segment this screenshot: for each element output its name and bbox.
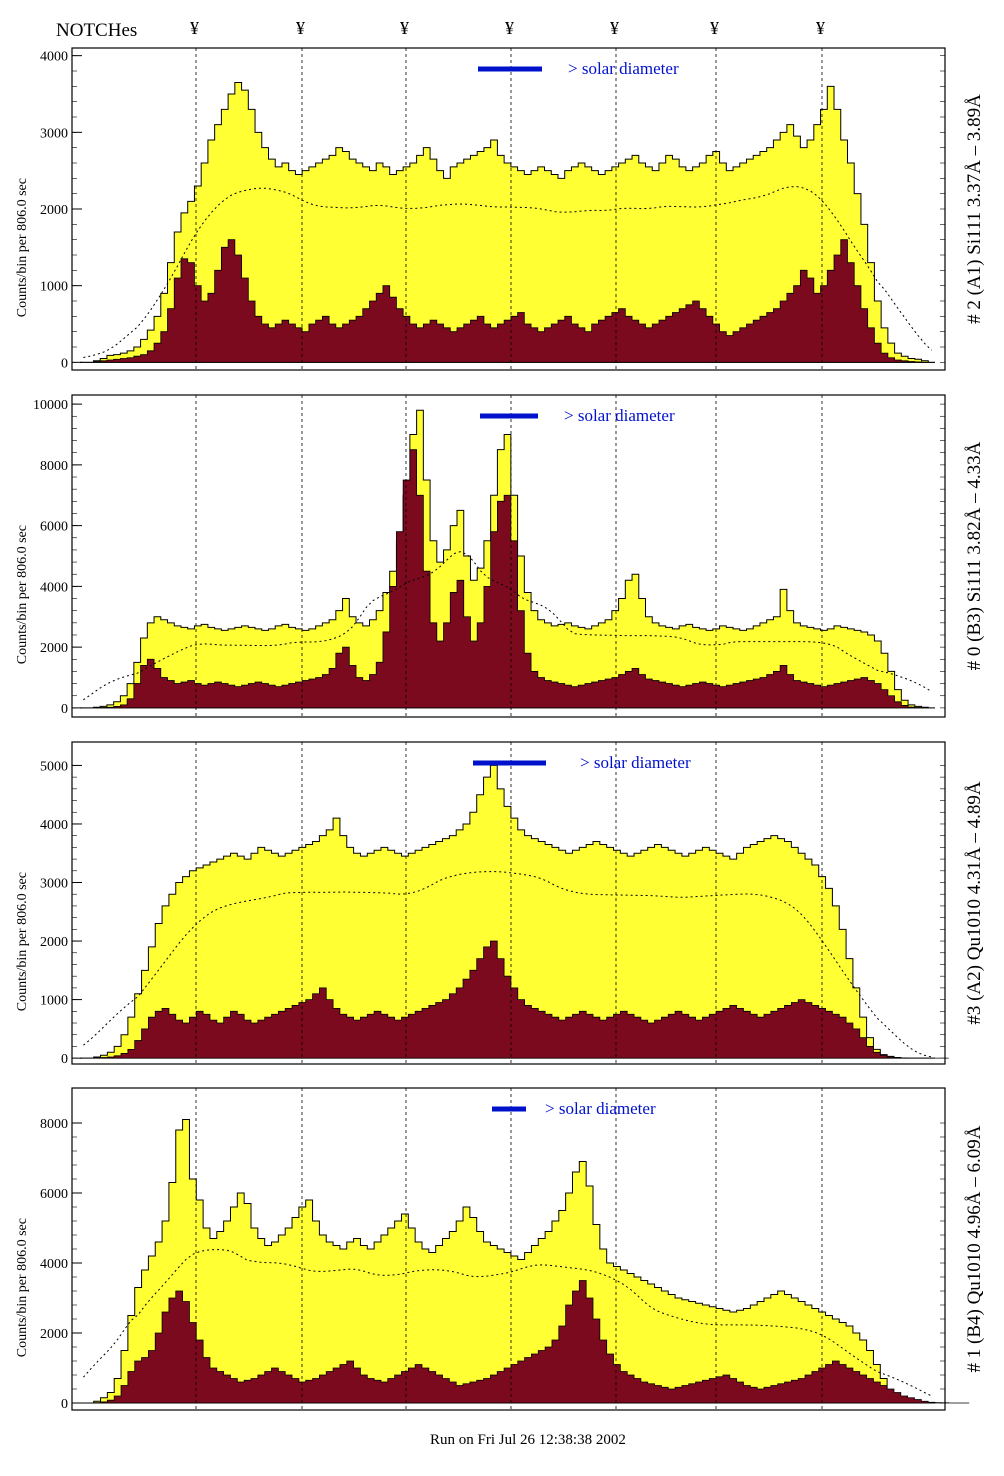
y-tick-label: 4000 bbox=[40, 580, 68, 595]
notch-mark: ¥ bbox=[296, 18, 305, 38]
y-tick-label: 8000 bbox=[40, 1117, 68, 1132]
chart-panel-4: 0 2000 4000 6000 8000 Counts/bin per 806.0 se… bbox=[15, 1087, 985, 1412]
chart-panel-1: 0 1000 2000 3000 4000 Counts/bin per 806.0 se… bbox=[15, 47, 985, 371]
y-tick-label: 0 bbox=[61, 702, 68, 717]
y-tick-label: 0 bbox=[61, 1397, 68, 1412]
series-detail-area bbox=[80, 1280, 970, 1404]
y-tick-label: 3000 bbox=[40, 126, 68, 141]
y-tick-label: 0 bbox=[61, 1052, 68, 1067]
y-tick-label: 1000 bbox=[40, 994, 68, 1009]
model-envelope-curve bbox=[83, 551, 932, 701]
panel-frame bbox=[71, 741, 946, 1065]
y-tick-label: 2000 bbox=[40, 641, 68, 656]
y-axis-label: Counts/bin per 806.0 sec bbox=[15, 525, 30, 664]
run-timestamp: Run on Fri Jul 26 12:38:38 2002 bbox=[430, 1432, 626, 1448]
model-envelope-curve bbox=[83, 871, 932, 1058]
y-axis-label: Counts/bin per 806.0 sec bbox=[15, 1218, 30, 1357]
y-tick-label: 2000 bbox=[40, 203, 68, 218]
chart-panel-2: 0 2000 4000 6000 8000 10000 Counts/bin per 806… bbox=[15, 394, 985, 718]
y-tick-label: 10000 bbox=[33, 398, 68, 413]
y-tick-label: 2000 bbox=[40, 935, 68, 950]
panel-right-label: #3 (A2) Qu1010 4.31Å – 4.89Å bbox=[964, 781, 985, 1025]
y-tick-label: 1000 bbox=[40, 280, 68, 295]
y-tick-label: 5000 bbox=[40, 759, 68, 774]
chart-panel-3: 0 1000 2000 3000 4000 5000 Counts/bin per 806.… bbox=[15, 741, 985, 1067]
y-tick-label: 6000 bbox=[40, 1187, 68, 1202]
y-axis-label: Counts/bin per 806.0 sec bbox=[15, 178, 30, 317]
y-tick-label: 0 bbox=[61, 356, 68, 371]
y-tick-label: 3000 bbox=[40, 877, 68, 892]
series-detail-area bbox=[80, 449, 935, 709]
panel-right-label: # 2 (A1) Si111 3.37Å – 3.89Å bbox=[964, 94, 985, 324]
y-tick-label: 4000 bbox=[40, 818, 68, 833]
notch-title: NOTCHes bbox=[56, 20, 138, 41]
notch-mark: ¥ bbox=[610, 18, 619, 38]
model-envelope-curve bbox=[83, 1249, 932, 1397]
notch-mark: ¥ bbox=[400, 18, 409, 38]
solar-diameter-label: > solar diameter bbox=[545, 1099, 656, 1118]
panel-right-label: # 0 (B3) Si111 3.82Å – 4.33Å bbox=[964, 441, 985, 670]
solar-diameter-label: > solar diameter bbox=[580, 753, 691, 772]
y-axis-label: Counts/bin per 806.0 sec bbox=[15, 872, 30, 1011]
notch-mark: ¥ bbox=[816, 18, 825, 38]
y-tick-label: 2000 bbox=[40, 1327, 68, 1342]
panel-right-label: # 1 (B4) Qu1010 4.96Å – 6.09Å bbox=[964, 1125, 985, 1372]
y-tick-label: 4000 bbox=[40, 50, 68, 65]
y-tick-label: 8000 bbox=[40, 459, 68, 474]
notch-mark: ¥ bbox=[505, 18, 514, 38]
y-tick-label: 4000 bbox=[40, 1257, 68, 1272]
notch-header: NOTCHes ¥ ¥ ¥ ¥ ¥ ¥ ¥ bbox=[0, 0, 1004, 48]
series-total-area bbox=[80, 764, 935, 1059]
solar-diameter-label: > solar diameter bbox=[564, 406, 675, 425]
panel-frame bbox=[71, 394, 946, 718]
solar-diameter-label: > solar diameter bbox=[568, 59, 679, 78]
notch-mark: ¥ bbox=[710, 18, 719, 38]
y-tick-label: 6000 bbox=[40, 520, 68, 535]
notch-mark: ¥ bbox=[190, 18, 199, 38]
